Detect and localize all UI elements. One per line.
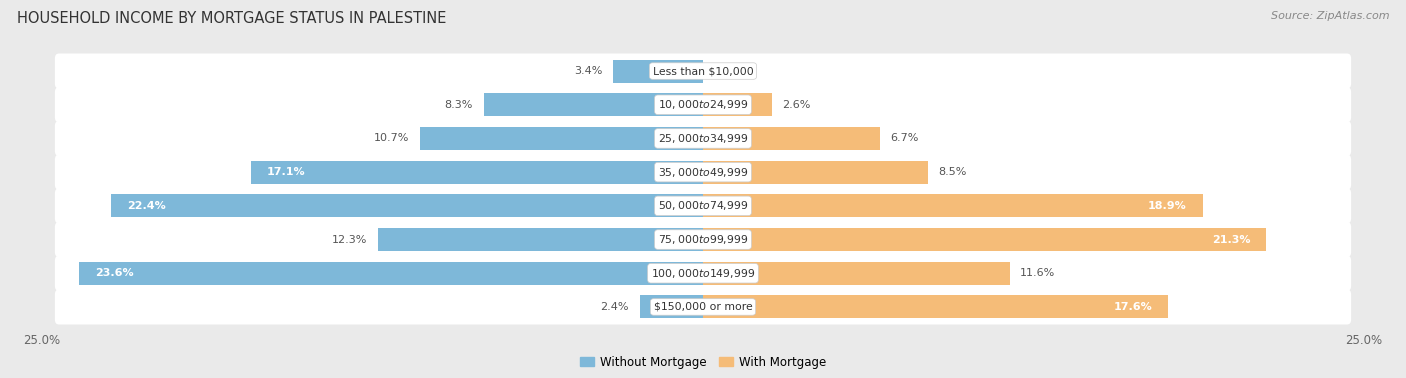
FancyBboxPatch shape	[55, 256, 1351, 291]
Bar	[703, 262, 1010, 285]
Bar	[703, 296, 1168, 318]
Text: Less than $10,000: Less than $10,000	[652, 66, 754, 76]
Text: $75,000 to $99,999: $75,000 to $99,999	[658, 233, 748, 246]
Bar	[613, 60, 703, 82]
Text: 8.5%: 8.5%	[938, 167, 967, 177]
Bar	[703, 194, 1202, 217]
Bar	[79, 262, 703, 285]
Text: 6.7%: 6.7%	[890, 133, 920, 143]
Text: 8.3%: 8.3%	[444, 100, 472, 110]
Bar	[703, 228, 1265, 251]
Text: $25,000 to $34,999: $25,000 to $34,999	[658, 132, 748, 145]
Text: Source: ZipAtlas.com: Source: ZipAtlas.com	[1271, 11, 1389, 21]
Bar	[111, 194, 703, 217]
Bar	[420, 127, 703, 150]
FancyBboxPatch shape	[55, 222, 1351, 257]
Text: 0.0%: 0.0%	[714, 66, 742, 76]
Legend: Without Mortgage, With Mortgage: Without Mortgage, With Mortgage	[575, 351, 831, 373]
Text: 18.9%: 18.9%	[1147, 201, 1187, 211]
Text: 3.4%: 3.4%	[574, 66, 603, 76]
Bar	[703, 93, 772, 116]
Text: 12.3%: 12.3%	[332, 235, 367, 245]
FancyBboxPatch shape	[55, 155, 1351, 190]
Text: 22.4%: 22.4%	[127, 201, 166, 211]
FancyBboxPatch shape	[55, 54, 1351, 88]
Text: 2.4%: 2.4%	[600, 302, 628, 312]
Text: 17.1%: 17.1%	[267, 167, 305, 177]
Bar	[640, 296, 703, 318]
FancyBboxPatch shape	[55, 87, 1351, 122]
Bar	[484, 93, 703, 116]
Text: 2.6%: 2.6%	[782, 100, 811, 110]
FancyBboxPatch shape	[55, 121, 1351, 156]
Text: HOUSEHOLD INCOME BY MORTGAGE STATUS IN PALESTINE: HOUSEHOLD INCOME BY MORTGAGE STATUS IN P…	[17, 11, 446, 26]
Text: 10.7%: 10.7%	[374, 133, 409, 143]
FancyBboxPatch shape	[55, 290, 1351, 324]
Text: $100,000 to $149,999: $100,000 to $149,999	[651, 267, 755, 280]
Bar	[252, 161, 703, 184]
FancyBboxPatch shape	[55, 188, 1351, 223]
Bar	[378, 228, 703, 251]
Bar	[703, 127, 880, 150]
Text: $35,000 to $49,999: $35,000 to $49,999	[658, 166, 748, 179]
Text: $150,000 or more: $150,000 or more	[654, 302, 752, 312]
Text: $10,000 to $24,999: $10,000 to $24,999	[658, 98, 748, 111]
Text: 17.6%: 17.6%	[1114, 302, 1153, 312]
Text: $50,000 to $74,999: $50,000 to $74,999	[658, 199, 748, 212]
Text: 21.3%: 21.3%	[1212, 235, 1250, 245]
Text: 23.6%: 23.6%	[96, 268, 134, 278]
Bar	[703, 161, 928, 184]
Text: 11.6%: 11.6%	[1021, 268, 1056, 278]
